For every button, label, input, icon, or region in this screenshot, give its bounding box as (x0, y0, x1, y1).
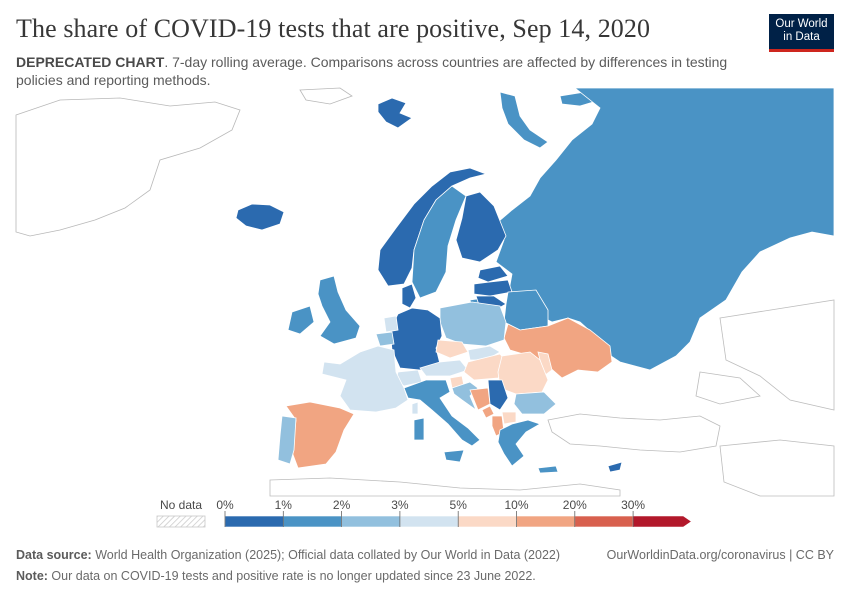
legend-tick-label: 2% (332, 498, 351, 512)
ellesmere-region[interactable] (299, 87, 353, 105)
chart-title: The share of COVID-19 tests that are pos… (16, 14, 651, 43)
legend-tick-label: 20% (562, 498, 587, 512)
latvia-region[interactable] (473, 279, 513, 297)
source-label: Data source: (16, 548, 92, 562)
legend-bin[interactable] (457, 515, 517, 528)
greenland-region[interactable] (15, 97, 241, 237)
germany-region[interactable] (389, 307, 443, 371)
source-text: World Health Organization (2025); Offici… (91, 548, 561, 562)
owid-link[interactable]: OurWorldinData.org/coronavirus | CC BY (606, 548, 834, 562)
montenegro-region[interactable] (481, 405, 495, 419)
logo-line-1: Our World (775, 18, 828, 30)
uk-region[interactable] (317, 275, 361, 345)
crete-region[interactable] (537, 465, 559, 474)
france-region[interactable] (321, 345, 409, 413)
legend-tick-label: 10% (504, 498, 529, 512)
note-label: Note: (16, 569, 48, 583)
legend-tick-label: 0% (216, 498, 234, 512)
legend-tick-label: 3% (391, 498, 409, 512)
legend-tick-label: 5% (449, 498, 467, 512)
denmark-region[interactable] (401, 283, 417, 309)
kazakhstan-region[interactable] (719, 299, 835, 411)
caucasus-region[interactable] (695, 371, 761, 405)
ukraine-region[interactable] (503, 317, 613, 379)
belgium-region[interactable] (375, 331, 395, 347)
legend-bin[interactable] (574, 515, 634, 528)
sweden-region[interactable] (411, 185, 467, 299)
macedonia-region[interactable] (501, 411, 517, 425)
netherlands-region[interactable] (383, 315, 399, 333)
sardinia-region[interactable] (413, 417, 425, 441)
italy-region[interactable] (403, 379, 481, 447)
legend-tick-label: 1% (274, 498, 292, 512)
note-text: Our data on COVID-19 tests and positive … (47, 569, 536, 583)
spain-region[interactable] (285, 401, 355, 469)
legend-bin[interactable] (516, 515, 576, 528)
serbia-region[interactable] (487, 379, 509, 411)
croatia-region[interactable] (451, 381, 479, 412)
greece-region[interactable] (497, 419, 541, 467)
svalbard-region[interactable] (377, 97, 413, 129)
iceland-region[interactable] (235, 203, 285, 231)
legend-ticks (224, 511, 634, 527)
legend-no-data-swatch (156, 515, 206, 528)
poland-region[interactable] (439, 301, 507, 347)
cyprus-region[interactable] (607, 461, 623, 473)
subtitle-text: . 7-day rolling average. Comparisons acr… (16, 54, 728, 88)
owid-logo[interactable]: Our World in Data (769, 14, 834, 52)
portugal-region[interactable] (277, 415, 297, 465)
estonia-region[interactable] (477, 265, 509, 283)
deprecated-label: DEPRECATED CHART (16, 54, 165, 70)
legend-bin[interactable] (341, 515, 401, 528)
bulgaria-region[interactable] (513, 391, 557, 415)
legend-bin[interactable] (282, 515, 342, 528)
corsica-region[interactable] (411, 401, 419, 415)
logo-line-2: in Data (783, 31, 820, 43)
map-legend (156, 511, 692, 528)
sicily-region[interactable] (443, 449, 465, 463)
legend-bin[interactable] (399, 515, 459, 528)
legend-no-data-label: No data (159, 498, 203, 512)
turkey-region[interactable] (547, 413, 721, 453)
norway-region[interactable] (377, 167, 488, 287)
ireland-region[interactable] (287, 305, 315, 335)
chart-subtitle: DEPRECATED CHART. 7-day rolling average.… (16, 53, 736, 89)
legend-bin[interactable] (224, 515, 284, 528)
legend-bin[interactable] (632, 515, 692, 528)
north-africa-region[interactable] (269, 477, 621, 497)
legend-tick-label: 30% (621, 498, 646, 512)
novaya-zemlya-region[interactable] (499, 91, 549, 149)
data-source: Data source: World Health Organization (… (16, 548, 560, 562)
czechia-region[interactable] (435, 339, 469, 359)
chart-note: Note: Our data on COVID-19 tests and pos… (16, 569, 536, 583)
middle-east-region[interactable] (719, 439, 835, 497)
finland-region[interactable] (455, 191, 507, 263)
